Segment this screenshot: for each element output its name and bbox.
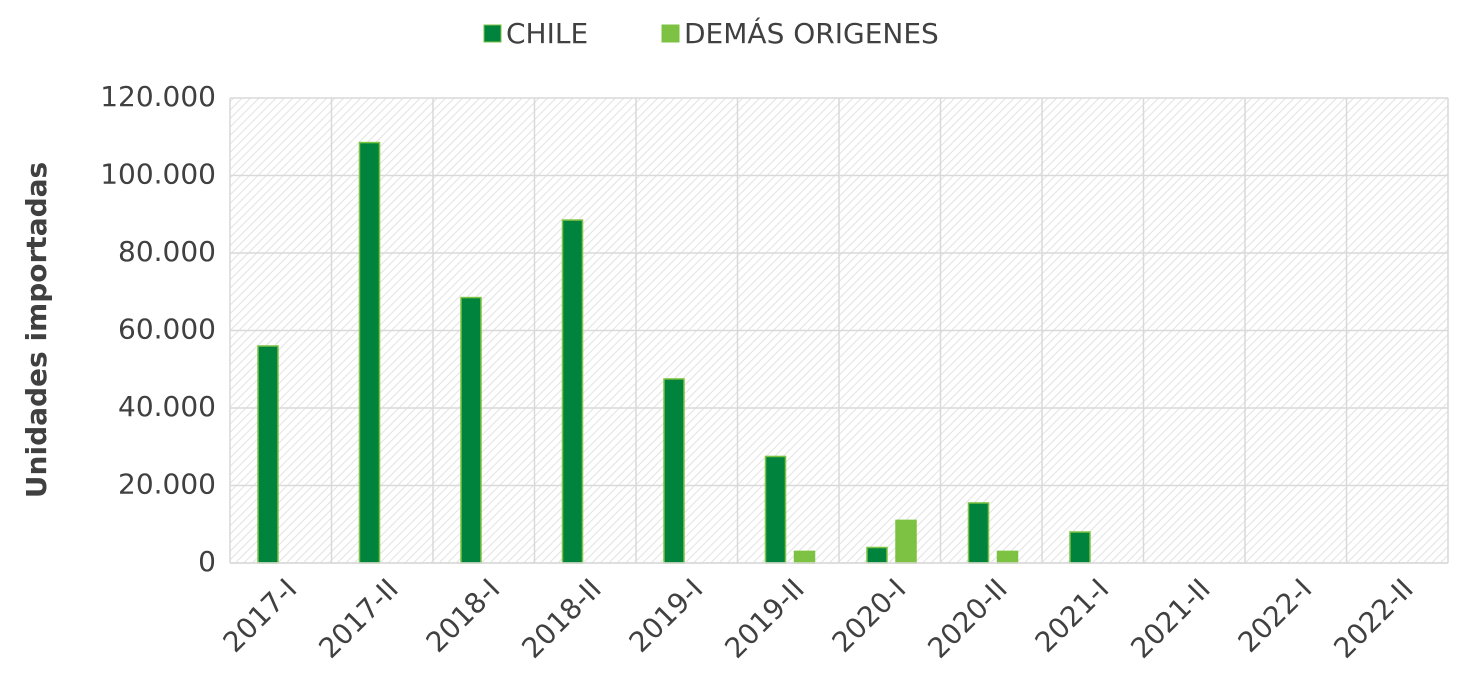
legend-label: CHILE (506, 17, 588, 50)
bar (866, 546, 888, 564)
x-tick-label: 2017-II (312, 572, 405, 665)
bar (996, 550, 1019, 564)
bar (561, 219, 584, 564)
bar (895, 519, 917, 564)
y-tick-label: 0 (198, 545, 216, 578)
x-tick-label: 2022-I (1232, 572, 1319, 659)
legend-swatch (483, 24, 502, 43)
x-tick-label: 2018-I (420, 572, 507, 659)
x-tick-label: 2019-I (623, 572, 710, 659)
y-tick-label: 60.000 (118, 313, 216, 346)
y-tick-label: 120.000 (100, 80, 216, 113)
x-tick-label: 2017-I (217, 572, 304, 659)
bar (663, 378, 685, 564)
x-tick-label: 2020-II (921, 572, 1014, 665)
bar (793, 550, 816, 564)
y-tick-label: 100.000 (100, 158, 216, 191)
x-tick-label: 2022-II (1327, 572, 1420, 665)
y-tick-label: 80.000 (118, 235, 216, 268)
x-tick-label: 2021-II (1124, 572, 1217, 665)
legend-label: DEMÁS ORIGENES (684, 16, 939, 50)
x-tick-label: 2020-I (826, 572, 913, 659)
bar (764, 455, 787, 564)
bar (967, 502, 990, 564)
legend-swatch (661, 24, 680, 43)
x-tick-label: 2019-II (718, 572, 811, 665)
x-tick-label: 2018-II (515, 572, 608, 665)
y-tick-label: 40.000 (118, 390, 216, 423)
y-axis-label: Unidades importadas (20, 162, 53, 498)
y-tick-label: 20.000 (118, 468, 216, 501)
bar (257, 345, 279, 564)
x-tick-label: 2021-I (1029, 572, 1116, 659)
bar (460, 296, 482, 564)
bar (358, 141, 381, 564)
bar (1069, 531, 1091, 564)
